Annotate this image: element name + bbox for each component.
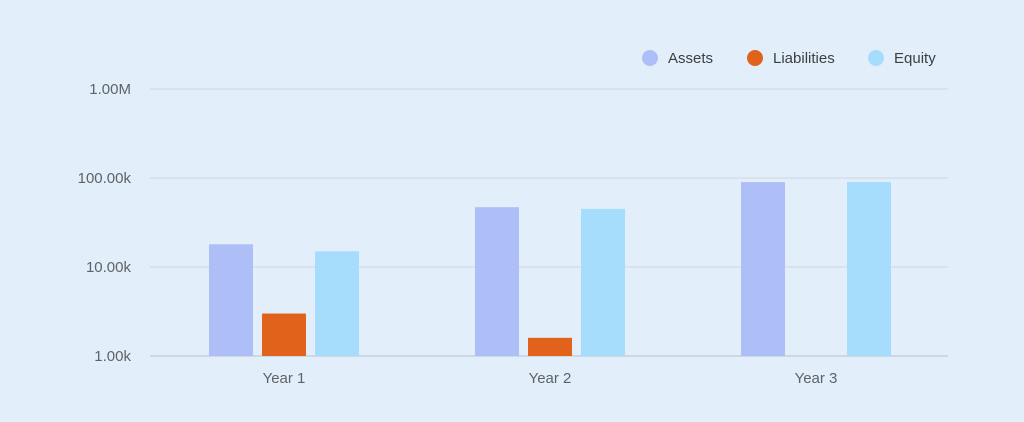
y-tick-label: 1.00k (94, 348, 131, 365)
bar-liabilities-year-2 (528, 337, 572, 356)
legend-label-equity: Equity (894, 50, 936, 67)
legend-marker-liabilities (747, 50, 763, 66)
bar-assets-year-2 (475, 207, 519, 356)
legend-label-assets: Assets (668, 50, 713, 67)
x-axis-ticks: Year 1 Year 2 Year 3 (263, 370, 838, 387)
bar-liabilities-year-1 (262, 313, 306, 356)
y-tick-label: 100.00k (78, 170, 132, 187)
y-tick-label: 10.00k (86, 259, 132, 276)
legend-marker-assets (642, 50, 658, 66)
legend-label-liabilities: Liabilities (773, 50, 835, 67)
x-tick-label: Year 3 (795, 370, 838, 387)
legend: Assets Liabilities Equity (642, 50, 936, 67)
x-tick-label: Year 1 (263, 370, 306, 387)
bar-equity-year-3 (847, 182, 891, 356)
bars (209, 182, 891, 356)
bar-equity-year-1 (315, 251, 359, 356)
legend-marker-equity (868, 50, 884, 66)
bar-assets-year-3 (741, 182, 785, 356)
x-tick-label: Year 2 (529, 370, 572, 387)
bar-assets-year-1 (209, 244, 253, 356)
y-tick-label: 1.00M (89, 81, 131, 98)
bar-equity-year-2 (581, 208, 625, 356)
y-axis-ticks: 1.00M 100.00k 10.00k 1.00k (78, 81, 132, 365)
